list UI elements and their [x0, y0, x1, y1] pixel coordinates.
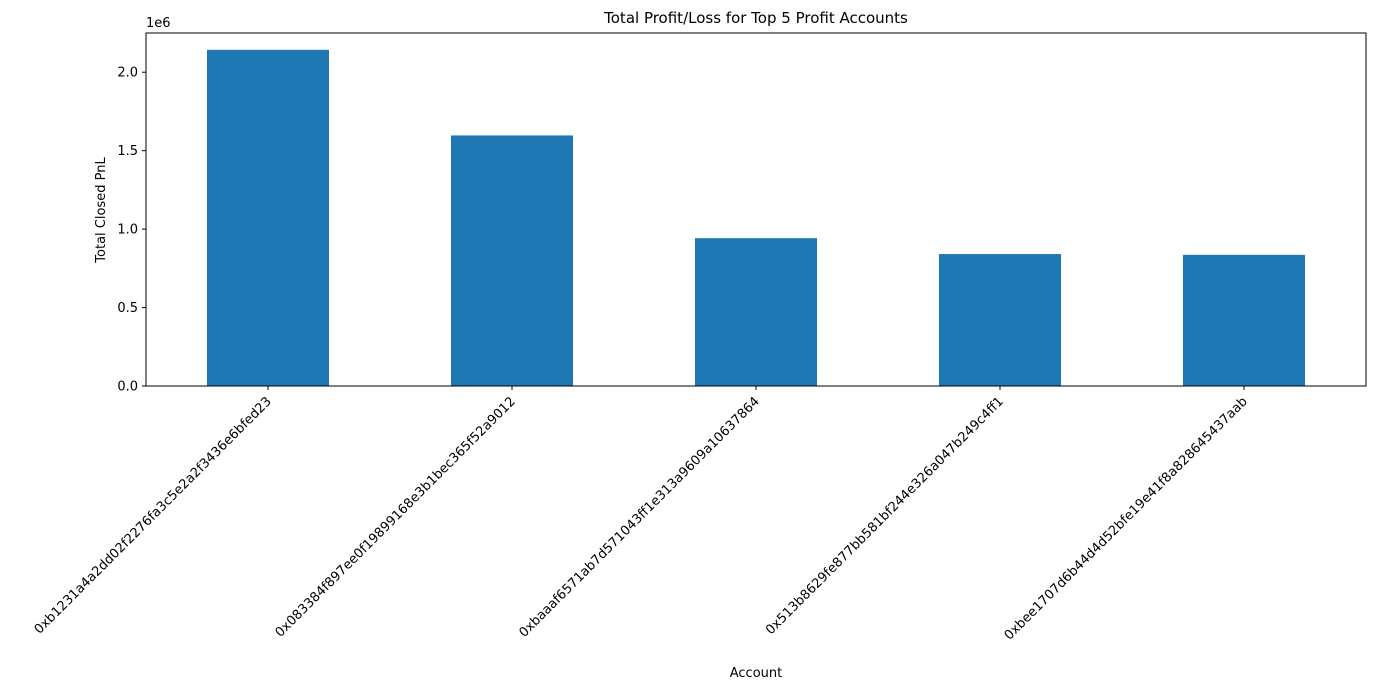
- y-axis-label: Total Closed PnL: [94, 157, 109, 264]
- y-ticks-group: 0.0 0.5 1.0 1.5 2.0: [117, 66, 146, 395]
- bar: [451, 135, 573, 386]
- plot-frame: [145, 32, 1367, 387]
- chart-title: Total Profit/Loss for Top 5 Profit Accou…: [603, 9, 908, 27]
- y-tick-label: 1.5: [117, 144, 138, 159]
- y-tick-label: 1.0: [117, 223, 138, 238]
- y-offset-label: 1e6: [146, 16, 171, 31]
- bars-group: [207, 49, 1305, 386]
- y-tick-label: 2.0: [117, 66, 138, 81]
- y-tick-label: 0.0: [117, 380, 138, 395]
- bar: [1183, 254, 1305, 386]
- bar: [207, 49, 329, 386]
- bar: [695, 238, 817, 386]
- y-tick-label: 0.5: [117, 301, 138, 316]
- x-axis-label: Account: [730, 666, 783, 681]
- bar: [939, 254, 1061, 386]
